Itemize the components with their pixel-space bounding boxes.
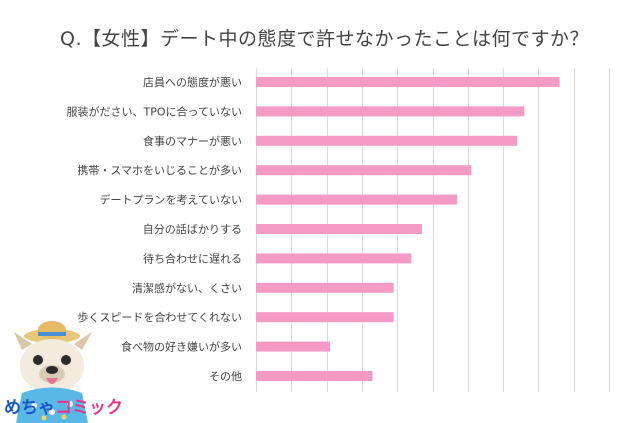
bar-10 (256, 371, 373, 381)
dog-mascot-image (14, 321, 92, 423)
category-label-1: 服装がださい、TPOに合っていない (67, 104, 242, 118)
logo-part-2: コミック (55, 398, 123, 418)
category-label-5: 自分の話ばかりする (143, 222, 242, 236)
bar-0 (256, 77, 560, 87)
bar-6 (256, 253, 412, 264)
category-label-0: 店員への態度が悪い (143, 75, 242, 89)
category-label-10: その他 (209, 370, 242, 383)
category-labels: 店員への態度が悪い服装がださい、TPOに合っていない食事のマナーが悪い携帯・スマ… (67, 75, 242, 383)
category-label-6: 待ち合わせに遅れる (143, 251, 242, 265)
bar-9 (256, 341, 331, 352)
mechacomic-logo: めちゃコミック (4, 393, 123, 418)
bars (256, 77, 560, 381)
category-label-2: 食事のマナーが悪い (143, 134, 242, 148)
bar-7 (256, 282, 394, 293)
bar-8 (256, 312, 394, 323)
bar-5 (256, 224, 422, 234)
category-label-8: 歩くスピードを合わせてくれない (77, 310, 242, 324)
category-label-3: 携帯・スマホをいじることが多い (77, 163, 242, 177)
bar-3 (256, 165, 472, 176)
bar-1 (256, 106, 525, 117)
bar-2 (256, 135, 518, 146)
chart-title: Q.【女性】デート中の態度で許せなかったことは何ですか？ (60, 28, 589, 50)
category-label-7: 清潔感がない、くさい (132, 281, 242, 295)
logo-part-1: めちゃ (4, 398, 55, 418)
category-label-4: デートプランを考えていない (100, 193, 242, 207)
category-label-9: 食べ物の好き嫌いが多い (121, 340, 242, 354)
bar-4 (256, 194, 458, 205)
